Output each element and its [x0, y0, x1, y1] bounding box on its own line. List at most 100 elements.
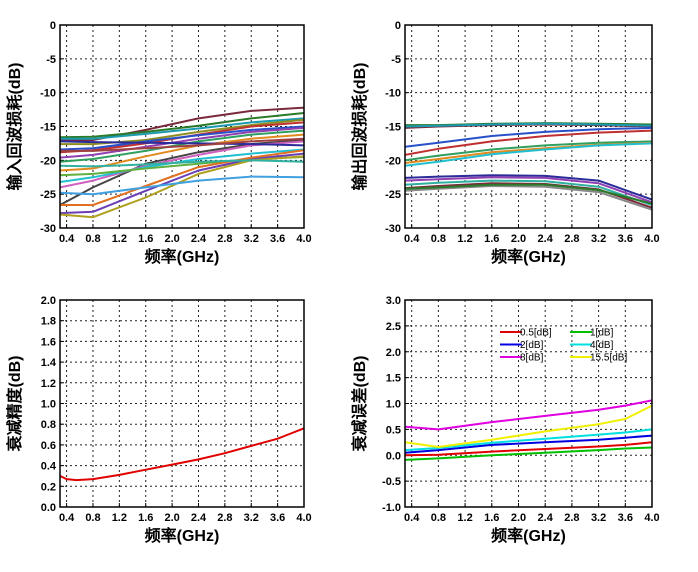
series-line-s16 [60, 149, 304, 206]
y-tick-label: -1.0 [382, 502, 401, 514]
legend-label: 2[dB] [520, 340, 544, 351]
y-tick-label: 0 [50, 20, 56, 32]
x-tick-label: 3.6 [270, 512, 285, 524]
series-group [405, 399, 652, 461]
y-tick-label: -25 [385, 189, 401, 201]
series-group [405, 122, 652, 211]
series-line-s14 [60, 152, 304, 215]
y-tick-label: 0.0 [41, 502, 56, 514]
plot-frame [59, 299, 305, 508]
x-tick-label: 0.4 [59, 512, 75, 524]
y-tick-label: 1.5 [386, 373, 401, 385]
y-tick-label: -30 [385, 223, 401, 235]
x-axis-title: 频率(GHz) [491, 526, 566, 545]
x-tick-label: 0.8 [85, 233, 100, 245]
x-tick-label: 3.6 [618, 512, 633, 524]
y-axis-title: 衰减误差(dB) [350, 356, 369, 453]
y-tick-label: -5 [46, 54, 56, 66]
series-group [60, 106, 304, 219]
x-tick-label: 2.0 [164, 233, 179, 245]
series-line-o6 [405, 140, 652, 162]
series-line-o10 [405, 176, 652, 204]
x-tick-label: 1.2 [112, 512, 127, 524]
plot-frame [404, 299, 653, 508]
chart-panel-input-return-loss: 0.4 0.8 1.2 1.6 2.0 2.4 2.8 3.2 3.6 4.0 0 -5 -10 -15 -… [5, 20, 312, 266]
series-line-o13 [405, 185, 652, 211]
series-line-o14 [405, 183, 652, 205]
y-tick-label: 1.6 [41, 336, 56, 348]
series-line-2-dB- [405, 434, 652, 454]
x-tick-label: 2.8 [564, 233, 579, 245]
x-tick-label: 4.0 [296, 233, 311, 245]
series-line-0-5-dB- [405, 441, 652, 457]
y-tick-label: -10 [40, 88, 56, 100]
x-tick-label: 2.4 [191, 233, 207, 245]
y-tick-label: 0.4 [41, 461, 57, 473]
legend-label: 15.5[dB] [590, 353, 627, 364]
y-tick-label: 0.0 [386, 450, 401, 462]
y-tick-label: 1.8 [41, 316, 56, 328]
series-line-1-dB- [405, 446, 652, 461]
x-tick-label: 3.2 [244, 512, 259, 524]
series-line-8-dB- [405, 399, 652, 431]
x-tick-label: 1.6 [484, 512, 499, 524]
series-line-15-5-dB- [405, 404, 652, 448]
series-line-o11 [405, 179, 652, 206]
x-tick-label: 0.8 [431, 233, 446, 245]
series-line-o9 [405, 174, 652, 201]
y-tick-label: 0.5 [386, 424, 401, 436]
x-axis-title: 频率(GHz) [145, 247, 220, 266]
x-tick-label: 0.4 [404, 233, 420, 245]
x-tick-label: 4.0 [296, 512, 311, 524]
legend-label: 0.5[dB] [520, 328, 552, 339]
y-tick-label: 1.4 [41, 357, 57, 369]
x-tick-label: 1.2 [112, 233, 127, 245]
x-tick-label: 3.6 [618, 233, 633, 245]
y-tick-label: 1.0 [41, 399, 56, 411]
y-tick-label: -10 [385, 88, 401, 100]
series-line-s1 [60, 106, 304, 141]
x-tick-label: 2.4 [538, 512, 554, 524]
x-tick-label: 1.6 [484, 233, 499, 245]
y-tick-label: 0.2 [41, 481, 56, 493]
x-tick-label: 0.4 [404, 512, 420, 524]
series-line-o3 [405, 122, 652, 128]
legend-label: 4[dB] [590, 340, 614, 351]
y-tick-label: 0.8 [41, 419, 56, 431]
x-tick-label: 2.0 [511, 233, 526, 245]
x-tick-label: 2.8 [564, 512, 579, 524]
y-axis-title: 衰减精度(dB) [5, 356, 24, 453]
series-line-accuracy [60, 427, 304, 482]
series-line-s17 [60, 175, 304, 196]
y-tick-label: 2.0 [386, 347, 401, 359]
x-axis-title: 频率(GHz) [491, 247, 566, 266]
y-tick-label: 0 [395, 20, 401, 32]
x-tick-label: 3.2 [244, 233, 259, 245]
series-line-s2 [60, 112, 304, 139]
y-tick-label: 1.2 [41, 378, 56, 390]
series-line-s18 [60, 159, 304, 168]
chart-legend: 0.5[dB] 1[dB] 2[dB] 4[dB] 8[dB] 15.5[dB] [500, 328, 627, 364]
y-tick-label: 2.5 [386, 321, 401, 333]
series-line-s6 [60, 125, 304, 151]
chart-panel-attenuation-error: 0.4 0.8 1.2 1.6 2.0 2.4 2.8 3.2 3.6 4.0 -1.0 -0.5 0.… [350, 295, 660, 545]
plot-frame [404, 24, 653, 229]
series-line-o8 [405, 142, 652, 167]
y-tick-label: -30 [40, 223, 56, 235]
legend-label: 1[dB] [590, 328, 614, 339]
y-axis-title: 输入回波损耗(dB) [5, 63, 24, 191]
y-tick-label: -20 [385, 155, 401, 167]
x-tick-label: 2.0 [164, 512, 179, 524]
x-axis-title: 频率(GHz) [145, 526, 220, 545]
x-tick-label: 1.2 [457, 512, 472, 524]
y-tick-label: -5 [391, 54, 401, 66]
series-group [60, 427, 304, 482]
y-tick-label: 0.6 [41, 440, 56, 452]
chart-panel-attenuation-accuracy: 0.4 0.8 1.2 1.6 2.0 2.4 2.8 3.2 3.6 4.0 0.0 0.2 0.4 0… [5, 295, 312, 545]
x-tick-label: 4.0 [644, 512, 659, 524]
y-tick-label: -0.5 [382, 476, 401, 488]
x-tick-label: 0.8 [431, 512, 446, 524]
x-tick-label: 1.2 [457, 233, 472, 245]
series-line-o4 [405, 126, 652, 148]
